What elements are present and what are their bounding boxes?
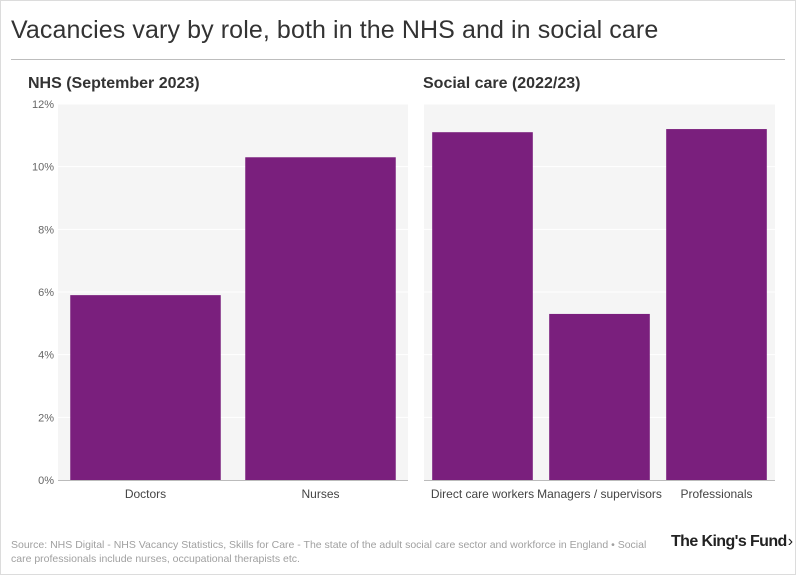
y-tick-label: 6% xyxy=(38,287,54,299)
y-tick-label: 0% xyxy=(38,475,54,487)
panel-1-category-label: Nurses xyxy=(301,487,339,501)
panel-2-category-label: Professionals xyxy=(680,487,752,501)
panel-2-bar-3 xyxy=(666,129,767,481)
social-care-panel-title: Social care (2022/23) xyxy=(423,75,581,92)
panel-2-category-label: Direct care workers xyxy=(431,487,534,501)
y-tick-label: 12% xyxy=(32,99,54,111)
panel-2-bar-1 xyxy=(432,132,533,480)
nhs-panel-title: NHS (September 2023) xyxy=(28,75,200,92)
panel-1-category-label: Doctors xyxy=(125,487,166,501)
panel-2-category-label: Managers / supervisors xyxy=(537,487,662,501)
y-tick-label: 8% xyxy=(38,224,54,236)
panel-1-bar-1 xyxy=(70,295,221,480)
kings-fund-logo: The King's Fund› xyxy=(671,533,793,551)
chevron-right-icon: › xyxy=(787,533,793,550)
y-tick-label: 10% xyxy=(32,162,54,174)
y-tick-label: 4% xyxy=(38,350,54,362)
logo-text: The King's Fund xyxy=(671,533,787,550)
source-note: Source: NHS Digital - NHS Vacancy Statis… xyxy=(11,539,647,565)
panel-2-bar-2 xyxy=(549,313,650,480)
y-tick-label: 2% xyxy=(38,412,54,424)
panel-1-bar-2 xyxy=(245,157,396,480)
title-divider xyxy=(11,59,785,60)
chart-title: Vacancies vary by role, both in the NHS … xyxy=(11,16,659,44)
